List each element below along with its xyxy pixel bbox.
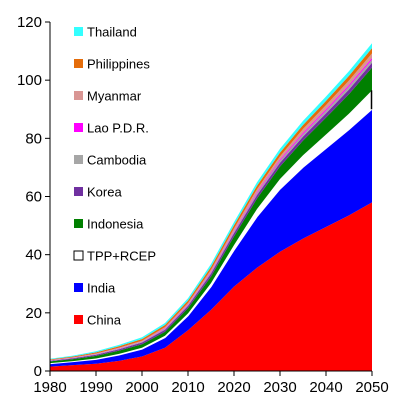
legend-swatch-philippines <box>74 59 83 68</box>
x-tick-label: 1980 <box>33 379 66 396</box>
legend-swatch-cambodia <box>74 155 83 164</box>
legend-label-cambodia: Cambodia <box>87 153 147 168</box>
y-tick-label: 40 <box>25 247 42 264</box>
legend-swatch-korea <box>74 187 83 196</box>
legend-swatch-indonesia <box>74 219 83 228</box>
x-tick-label: 2020 <box>217 379 250 396</box>
y-tick-label: 120 <box>17 14 42 31</box>
area-china <box>50 202 372 371</box>
legend-label-tpp-rcep: TPP+RCEP <box>87 249 156 264</box>
legend-swatch-lao-p-d-r <box>74 123 83 132</box>
series-areas <box>49 43 373 371</box>
legend-label-korea: Korea <box>87 185 122 200</box>
legend-label-myanmar: Myanmar <box>87 89 142 104</box>
chart-legend: Thailand Philippines Myanmar Lao P.D.R. Camb… <box>73 25 156 328</box>
legend-label-philippines: Philippines <box>87 57 150 72</box>
y-tick-label: 20 <box>25 305 42 322</box>
y-tick-label: 0 <box>34 363 42 380</box>
y-tick-label: 100 <box>17 72 42 89</box>
x-tick-label: 2050 <box>355 379 388 396</box>
legend-label-china: China <box>87 313 122 328</box>
y-tick-label: 60 <box>25 189 42 206</box>
legend-swatch-china <box>74 315 83 324</box>
legend-swatch-thailand <box>74 27 83 36</box>
legend-label-indonesia: Indonesia <box>87 217 144 232</box>
x-tick-label: 2000 <box>125 379 158 396</box>
x-tick-label: 2010 <box>171 379 204 396</box>
x-tick-label: 2030 <box>263 379 296 396</box>
legend-swatch-myanmar <box>74 91 83 100</box>
legend-swatch-india <box>74 283 83 292</box>
x-tick-label: 1990 <box>79 379 112 396</box>
legend-label-lao-p-d-r: Lao P.D.R. <box>87 121 149 136</box>
legend-label-india: India <box>87 281 116 296</box>
y-tick-label: 80 <box>25 130 42 147</box>
legend-label-thailand: Thailand <box>87 25 137 40</box>
x-tick-label: 2040 <box>309 379 342 396</box>
legend-swatch-tpp-rcep <box>73 250 84 261</box>
